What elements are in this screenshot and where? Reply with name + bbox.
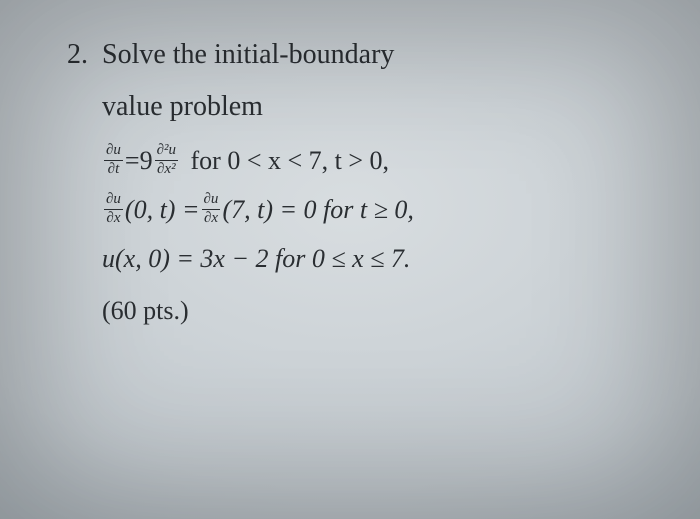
- problem-block: 2. Solve the initial-boundary value prob…: [62, 36, 660, 335]
- frac-bot: ∂x²: [155, 160, 178, 178]
- frac-du-dx-7: ∂u ∂x: [202, 192, 221, 227]
- frac-top: ∂u: [104, 143, 123, 160]
- coeff-9: 9: [140, 136, 153, 185]
- pde-domain-text: for 0 < x < 7, t > 0,: [184, 146, 389, 175]
- frac-d2u-dx2: ∂²u ∂x²: [155, 143, 178, 178]
- frac-du-dx-0: ∂u ∂x: [104, 192, 123, 227]
- pde-line: ∂u ∂t = 9 ∂²u ∂x² for 0 < x < 7, t > 0,: [102, 136, 414, 185]
- bc-at0: (0, t) =: [125, 185, 200, 234]
- pde-domain: for 0 < x < 7, t > 0,: [180, 136, 389, 185]
- bc-at7: (7, t) = 0 for t ≥ 0,: [222, 185, 413, 234]
- frac-du-dt: ∂u ∂t: [104, 143, 123, 178]
- frac-top: ∂²u: [155, 143, 178, 160]
- equals: =: [125, 136, 140, 185]
- frac-top: ∂u: [104, 192, 123, 209]
- frac-bot: ∂x: [202, 209, 221, 227]
- problem-content: Solve the initial-boundary value problem…: [102, 36, 414, 335]
- problem-number: 2.: [62, 36, 88, 74]
- page-sheet: 2. Solve the initial-boundary value prob…: [0, 0, 700, 519]
- title-line-1: Solve the initial-boundary: [102, 36, 414, 74]
- frac-bot: ∂t: [104, 160, 123, 178]
- title-line-2: value problem: [102, 88, 414, 126]
- ic-line: u(x, 0) = 3x − 2 for 0 ≤ x ≤ 7.: [102, 234, 414, 283]
- bc-line: ∂u ∂x (0, t) = ∂u ∂x (7, t) = 0 for t ≥ …: [102, 185, 414, 234]
- frac-top: ∂u: [202, 192, 221, 209]
- frac-bot: ∂x: [104, 209, 123, 227]
- points-line: (60 pts.): [102, 286, 414, 335]
